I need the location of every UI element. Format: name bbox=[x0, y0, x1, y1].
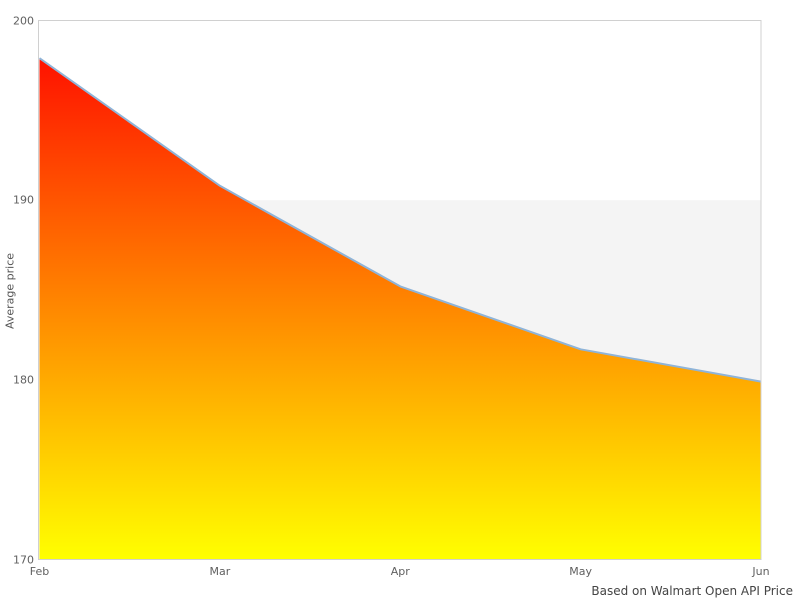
x-tick-label: Jun bbox=[752, 565, 770, 578]
y-tick-label: 170 bbox=[13, 553, 34, 566]
y-tick-label: 180 bbox=[13, 373, 34, 387]
x-tick-label: May bbox=[569, 565, 592, 578]
y-tick-label: 190 bbox=[13, 193, 34, 207]
plot-border bbox=[38, 20, 762, 560]
area-series bbox=[39, 58, 761, 559]
y-axis-title: Average price bbox=[3, 252, 17, 330]
y-tick-label: 200 bbox=[13, 14, 34, 27]
price-line bbox=[38, 57, 762, 383]
chart-caption: Based on Walmart Open API Price bbox=[591, 584, 793, 598]
x-tick-label: Mar bbox=[209, 565, 231, 578]
x-tick-label: Apr bbox=[390, 565, 410, 578]
x-tick-label: Feb bbox=[29, 565, 50, 578]
